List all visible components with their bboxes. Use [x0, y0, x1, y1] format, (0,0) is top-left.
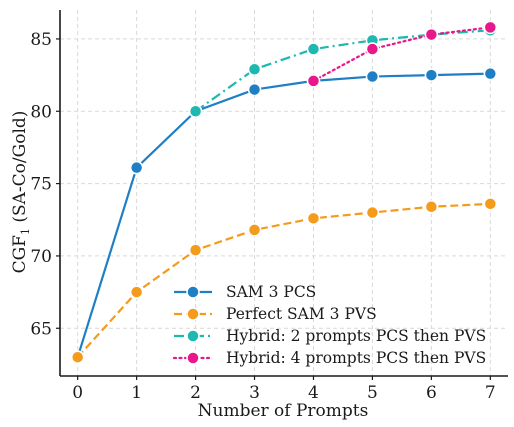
- axes-layer: 0 1 2 3 4 5 6 7 65 70 75 80 85: [30, 10, 508, 403]
- legend: SAM 3 PCS Perfect SAM 3 PVS Hybrid: 2 prom…: [172, 283, 486, 367]
- series-2-point: [365, 205, 380, 220]
- legend-entry-4: Hybrid: 4 prompts PCS then PVS: [226, 349, 486, 367]
- series-line-3: [194, 29, 491, 113]
- series-1-point: [424, 68, 439, 82]
- x-tick-label: 0: [72, 383, 83, 403]
- series-2-point: [306, 211, 321, 226]
- y-tick-label: 85: [30, 30, 52, 50]
- legend-entry-2: Perfect SAM 3 PVS: [226, 305, 377, 323]
- series-3-point: [247, 62, 262, 77]
- y-axis-label: CGF1 (SA-Co/Gold): [10, 111, 32, 274]
- legend-marker-4: [186, 351, 200, 365]
- y-tick-label: 80: [30, 102, 52, 122]
- series-layer: [70, 20, 498, 364]
- series-line-4: [312, 26, 492, 82]
- legend-entry-1: SAM 3 PCS: [226, 283, 316, 301]
- series-1-point: [483, 66, 498, 81]
- series-3-point: [306, 42, 321, 56]
- series-line-2: [76, 202, 491, 358]
- series-2-point: [188, 243, 203, 257]
- y-axis-label-suffix: (SA-Co/Gold): [10, 111, 30, 228]
- x-tick-label: 1: [131, 383, 142, 403]
- series-1-point: [365, 69, 380, 84]
- y-tick-label: 75: [30, 175, 52, 195]
- y-axis-label-main: CGF: [10, 235, 30, 274]
- x-tick-label: 2: [190, 383, 201, 403]
- x-tick-label: 6: [426, 383, 437, 403]
- series-4-point: [424, 27, 439, 42]
- x-axis-label: Number of Prompts: [198, 401, 369, 421]
- x-tick-label: 7: [485, 383, 496, 403]
- legend-entry-3: Hybrid: 2 prompts PCS then PVS: [226, 327, 486, 345]
- series-2-point: [129, 285, 144, 299]
- legend-marker-1: [186, 285, 200, 299]
- legend-marker-3: [186, 329, 200, 343]
- series-2-point: [424, 199, 439, 214]
- y-axis-label-subscript: 1: [19, 228, 32, 235]
- series-4-point: [365, 42, 380, 56]
- series-1-point: [247, 82, 262, 97]
- x-tick-label: 4: [308, 383, 319, 403]
- x-tick-label: 5: [367, 383, 378, 403]
- series-2-point: [247, 223, 262, 237]
- series-2-point: [483, 197, 498, 211]
- series-4-point: [483, 20, 498, 35]
- series-line-1: [76, 72, 491, 358]
- x-tick-label: 3: [249, 383, 260, 403]
- legend-marker-2: [186, 307, 200, 321]
- series-3-point: [188, 104, 203, 119]
- series-4-point: [306, 74, 321, 88]
- y-tick-label: 65: [30, 319, 52, 339]
- series-2-point: [70, 350, 85, 364]
- y-tick-label: 70: [30, 247, 52, 267]
- series-1-point: [129, 160, 144, 175]
